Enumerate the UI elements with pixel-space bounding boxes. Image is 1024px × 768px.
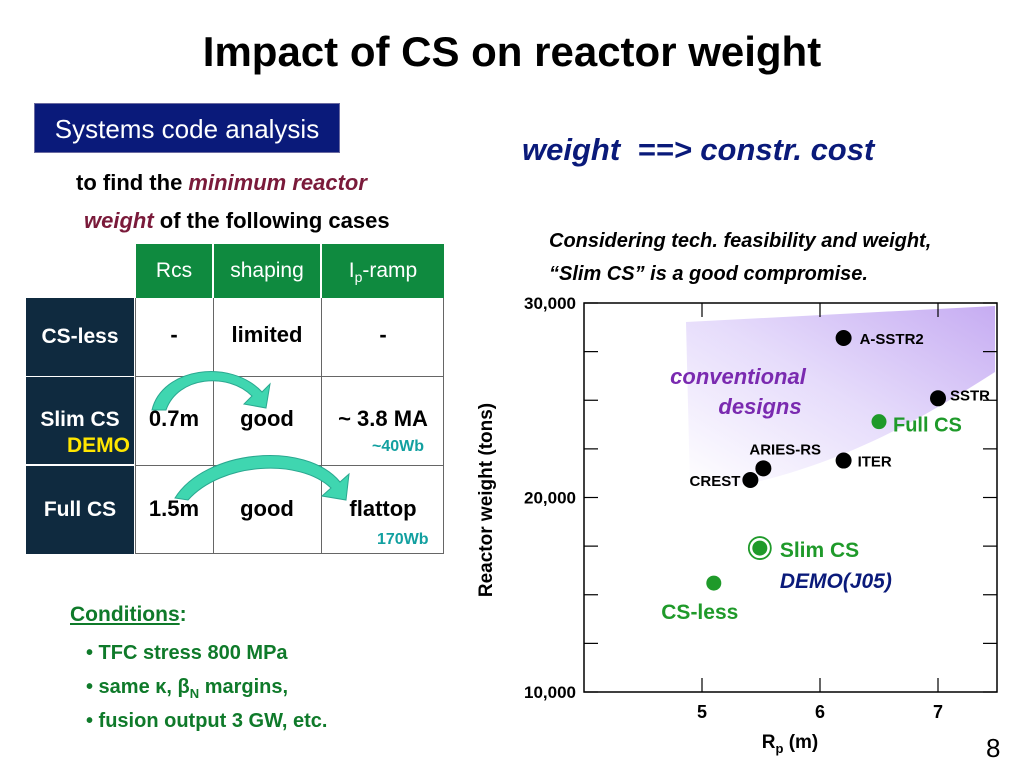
consideration-line-1: Considering tech. feasibility and weight… — [549, 230, 932, 252]
section-tag: Systems code analysis — [34, 103, 340, 153]
arrow-shape — [174, 455, 350, 501]
data-points: A-SSTR2 SSTR ARIES-RS ITER CREST Full CS Slim … — [661, 330, 990, 624]
x-axis-symbol: R — [762, 732, 776, 753]
y-tick-label: 30,000 — [524, 294, 576, 313]
ip-ramp-suffix: -ramp — [362, 259, 418, 282]
grid-line — [321, 298, 322, 554]
grid-line — [135, 298, 136, 554]
flux-note-slim-cs: ~40Wb — [372, 438, 425, 455]
flux-note-full-cs: 170Wb — [377, 531, 429, 548]
cell-iramp-slim-cs: ~ 3.8 MA — [338, 406, 428, 431]
point-label: SSTR — [950, 387, 990, 404]
x-tick-labels: 5 6 7 — [697, 702, 943, 722]
page-title: Impact of CS on reactor weight — [202, 28, 822, 75]
point-slim-cs — [752, 540, 768, 556]
y-tick-labels: 10,000 20,000 30,000 — [524, 294, 576, 702]
cases-table: Rcs shaping Ip-ramp CS-less Slim CS DEMO… — [26, 244, 444, 554]
condition-text: • same κ, β — [86, 676, 190, 698]
x-axis-subscript: p — [775, 741, 783, 756]
point-a-sstr2 — [835, 330, 852, 347]
consideration-note: Considering tech. feasibility and weight… — [549, 225, 931, 291]
column-header-rcs: Rcs — [136, 244, 212, 298]
row-sublabel-demo: DEMO — [67, 434, 130, 457]
condition-subscript: N — [189, 686, 200, 701]
intro-emphasis-1: minimum reactor — [188, 170, 367, 195]
intro-line-2: weight of the following cases — [84, 208, 390, 234]
grid-line — [135, 553, 444, 554]
cell-iramp-cs-less: - — [379, 322, 387, 347]
intro-plain-2: of the following cases — [153, 208, 390, 233]
condition-item: • fusion output 3 GW, etc. — [86, 710, 328, 732]
x-tick-label: 6 — [815, 702, 825, 722]
conditions-heading: Conditions: — [70, 603, 187, 627]
x-tick-label: 7 — [933, 702, 943, 722]
cell-rcs-cs-less: - — [170, 322, 178, 347]
y-tick-label: 20,000 — [524, 489, 576, 508]
intro-emphasis-2: weight — [84, 208, 154, 233]
point-label: A-SSTR2 — [860, 331, 924, 348]
cell-rcs-full-cs: 1.5m — [148, 496, 200, 521]
conditions-label: Conditions — [70, 603, 180, 626]
column-header-shaping: shaping — [214, 244, 320, 298]
conditions-colon: : — [179, 603, 187, 626]
point-sstr — [930, 390, 946, 407]
column-header-ip-ramp: Ip-ramp — [322, 244, 444, 298]
point-label: Full CS — [893, 415, 962, 437]
condition-text-end: margins, — [199, 676, 289, 698]
intro-plain-1: to find the — [76, 170, 189, 195]
point-label: CREST — [690, 473, 741, 490]
row-header-cs-less: CS-less — [26, 298, 134, 376]
point-sublabel: DEMO(J05) — [780, 570, 892, 593]
point-cs-less — [706, 575, 722, 591]
ip-symbol: I — [348, 259, 355, 282]
point-label: ITER — [858, 454, 892, 471]
x-tick-label: 5 — [697, 702, 707, 722]
point-label: Slim CS — [780, 539, 859, 562]
region-label-line-1: conventional — [670, 364, 807, 389]
axis-ticks — [584, 302, 997, 693]
y-axis-label: Reactor weight (tons) — [476, 403, 497, 597]
y-tick-label: 10,000 — [524, 683, 576, 702]
point-highlight-ring — [747, 536, 772, 560]
cell-shaping-cs-less: limited — [231, 322, 303, 347]
point-aries-rs — [755, 460, 772, 477]
arrow-shape — [151, 371, 271, 411]
consideration-line-2: “Slim CS” is a good compromise. — [549, 263, 868, 285]
conventional-region — [686, 306, 995, 487]
point-iter — [835, 452, 852, 469]
x-axis-unit: (m) — [783, 732, 818, 753]
row-label-slim-cs: Slim CS — [40, 408, 120, 431]
grid-line — [443, 298, 444, 554]
cell-shaping-slim-cs: good — [240, 406, 294, 431]
grid-line — [213, 298, 214, 554]
x-axis-label: Rp (m) — [762, 732, 819, 756]
cell-shaping-full-cs: good — [240, 496, 294, 521]
grid-line — [135, 376, 444, 377]
ip-subscript: p — [354, 269, 363, 286]
row-header-full-cs: Full CS — [26, 466, 134, 554]
point-label: ARIES-RS — [749, 441, 821, 458]
row-header-slim-cs: Slim CS DEMO — [26, 377, 134, 464]
condition-item: • TFC stress 800 MPa — [86, 642, 288, 664]
region-label-line-2: designs — [718, 394, 801, 419]
weight-cost-statement: weight ==> constr. cost — [522, 132, 875, 167]
point-crest — [742, 471, 759, 488]
point-label: CS-less — [661, 601, 738, 624]
point-full-cs — [871, 414, 887, 430]
cell-iramp-full-cs: flattop — [349, 496, 417, 521]
condition-item: • same κ, βN margins, — [86, 676, 288, 701]
page-number: 8 — [986, 733, 1001, 763]
intro-line-1: to find the minimum reactor — [76, 170, 367, 196]
